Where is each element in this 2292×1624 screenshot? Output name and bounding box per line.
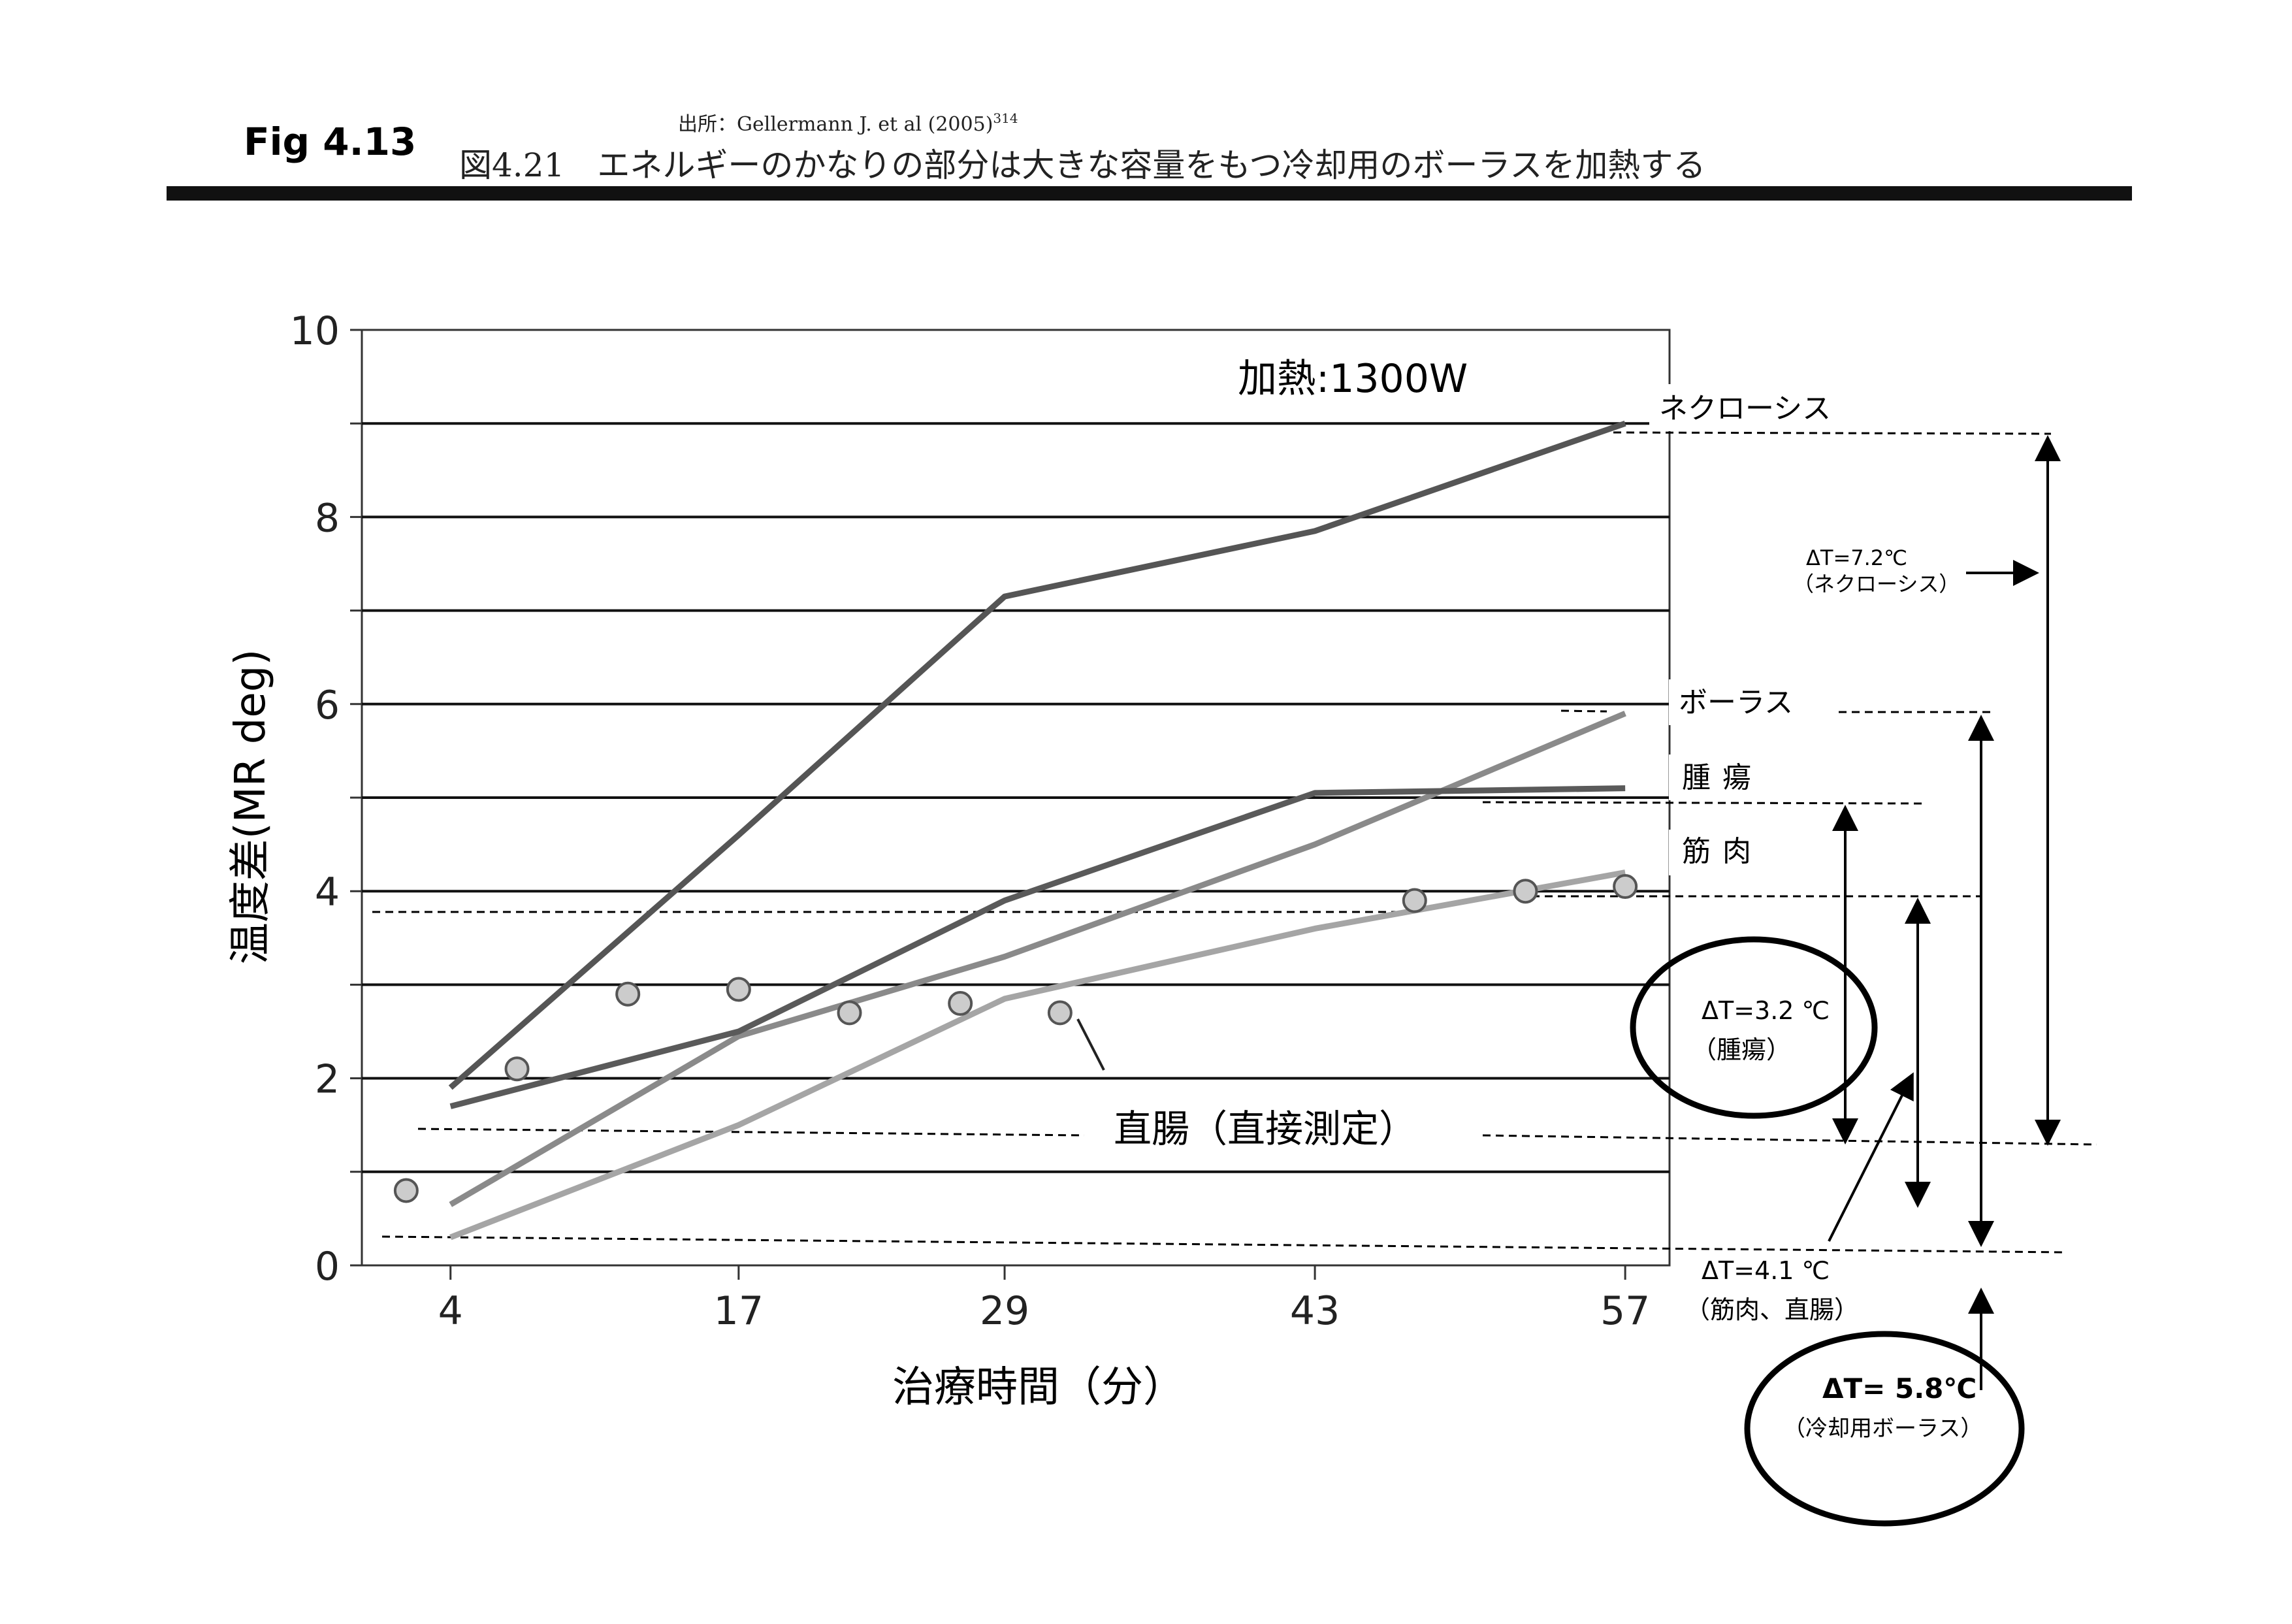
series-line-2 [449, 785, 1626, 1109]
bolus-label-bg [1669, 679, 1832, 725]
rectum-point [837, 1000, 862, 1026]
fig-label: Fig 4.13 [244, 120, 416, 164]
y-tick-label: 8 [315, 495, 340, 541]
muscle-label: 筋肉 [1682, 835, 1763, 868]
y-tick-label: 10 [290, 308, 340, 354]
tumor-delta-text: ΔT=3.2 ℃ [1702, 996, 1830, 1025]
necrosis-ref-line [1613, 431, 2052, 435]
necrosis-label-bg [1649, 384, 1832, 431]
muscle-delta-sub: （筋肉、直腸） [1685, 1295, 1859, 1324]
necrosis-delta-text: ΔT=7.2℃ [1806, 545, 1907, 570]
rectum-point [504, 1056, 530, 1082]
rectum-point [1402, 888, 1427, 913]
y-tick-label: 2 [315, 1057, 340, 1103]
rectum-point [393, 1178, 419, 1203]
muscle-annotation-pointer [1828, 1072, 1914, 1242]
series-line-1 [449, 710, 1626, 1207]
bolus-label: ボーラス [1679, 686, 1793, 719]
muscle-delta-text: ΔT=4.1 ℃ [1702, 1256, 1830, 1285]
source-text: 出所：Gellermann J. et al (2005) [678, 113, 993, 136]
y-tick-label: 6 [315, 683, 340, 728]
rectum-point [726, 977, 751, 1002]
bolus-delta-ellipse [1744, 1331, 2025, 1527]
rectum-pointer-line [1076, 1018, 1105, 1071]
rectum-point [1047, 1000, 1073, 1026]
gridlines [362, 422, 1670, 1173]
x-tick-label: 43 [1290, 1288, 1340, 1334]
caption: 図4.21 エネルギーのかなりの部分は大きな容量をもつ冷却用のボーラスを加熱する [459, 146, 1705, 184]
bolus-delta-text: ΔT= 5.8℃ [1822, 1372, 1977, 1405]
chart-title: 加熱:1300W [1238, 356, 1468, 402]
reference-dashed-lines [372, 431, 2097, 1254]
rectum-label: 直腸（直接測定） [1114, 1107, 1417, 1151]
rectum-point [615, 981, 641, 1007]
rectum-points [393, 874, 1638, 1203]
source-superscript: 314 [993, 110, 1018, 126]
rectum-label-bg [1107, 1097, 1479, 1163]
tumor-delta-ellipse [1630, 936, 1878, 1119]
x-tick-label: 29 [980, 1288, 1029, 1334]
series-line-3 [449, 869, 1626, 1241]
necrosis-delta-sub: （ネクローシス） [1793, 572, 1960, 596]
y-axis: 0 2 4 6 8 10 [290, 308, 362, 1290]
tumor-ref-line [1482, 801, 1924, 805]
rectum-ref-line-lower-left [417, 1128, 1085, 1137]
series-lines [448, 420, 1626, 1241]
x-axis-title: 治療時間（分） [892, 1363, 1185, 1412]
rectum-point [948, 991, 973, 1016]
rectum-point [1613, 874, 1638, 900]
y-tick-label: 4 [315, 869, 340, 915]
series-line-0 [448, 420, 1626, 1090]
x-axis: 4 17 29 43 57 [438, 1265, 1650, 1334]
baseline-ref-line [381, 1235, 2065, 1254]
tumor-label-bg [1669, 755, 1793, 800]
header-rule [167, 186, 2132, 201]
tumor-label: 腫瘍 [1682, 761, 1763, 794]
x-tick-label: 17 [714, 1288, 764, 1334]
x-tick-label: 57 [1600, 1288, 1650, 1334]
rectum-point [1513, 879, 1538, 904]
necrosis-label: ネクローシス [1659, 392, 1831, 425]
x-tick-label: 4 [438, 1288, 463, 1334]
tumor-delta-sub: （腫瘍） [1692, 1035, 1791, 1064]
source-citation: 出所：Gellermann J. et al (2005)314 [678, 110, 1018, 136]
bolus-delta-sub: （冷却用ボーラス） [1783, 1416, 1982, 1442]
y-axis-title: 温度差(MR deg) [227, 649, 275, 965]
muscle-label-bg [1669, 830, 1793, 875]
y-tick-label: 0 [315, 1244, 340, 1290]
rectum-ref-line-lower-right [1482, 1134, 2097, 1146]
